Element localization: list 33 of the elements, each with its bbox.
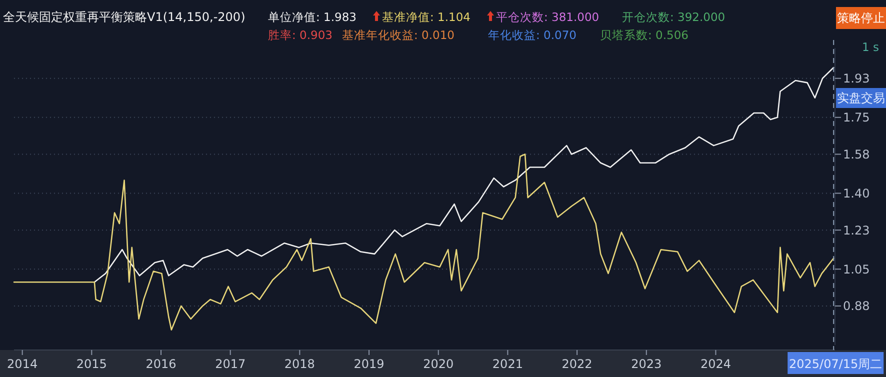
text: 策略停止 (837, 11, 885, 25)
x-tick-label: 2017 (215, 357, 246, 371)
y-tick-label: 1.23 (843, 223, 870, 238)
y-tick-label: 0.88 (843, 299, 870, 314)
y-tick-label: 1.05 (843, 262, 870, 276)
x-tick-label: 2022 (562, 357, 592, 371)
x-tick-label: 2019 (354, 357, 384, 371)
text: 实盘交易 (837, 91, 885, 105)
text: 平仓次数: 381.000 (496, 10, 600, 24)
text: 开仓次数: 392.000 (622, 10, 726, 24)
y-tick-label: 1.58 (843, 147, 870, 162)
x-tick-label: 2014 (7, 357, 38, 371)
ref-line-label: 2025/07/15周二 (789, 357, 882, 371)
y-tick-label: 1.93 (843, 72, 870, 86)
text: 基准净值: 1.104 (382, 10, 470, 24)
x-tick-label: 2023 (631, 357, 662, 371)
x-tick-label: 2018 (284, 357, 315, 371)
text: 年化收益: 0.070 (488, 28, 576, 42)
y-tick-label: 1.75 (843, 110, 870, 125)
text: 贝塔系数: 0.506 (600, 28, 688, 42)
x-tick-label: 2015 (76, 357, 107, 371)
x-tick-label: 2020 (423, 357, 454, 371)
chart-title: 全天候固定权重再平衡策略V1(14,150,-200) (3, 10, 246, 24)
line-series (13, 154, 834, 330)
x-tick-label: 2021 (492, 357, 523, 371)
text: 1 s (862, 40, 879, 54)
text: 基准年化收益: 0.010 (342, 28, 454, 42)
x-tick-label: 2024 (700, 357, 732, 371)
x-tick-label: 2016 (146, 357, 176, 371)
line-series (94, 66, 834, 283)
text: 胜率: 0.903 (268, 28, 332, 42)
y-tick-label: 1.40 (843, 186, 870, 200)
text: 单位净值: 1.983 (268, 10, 356, 24)
